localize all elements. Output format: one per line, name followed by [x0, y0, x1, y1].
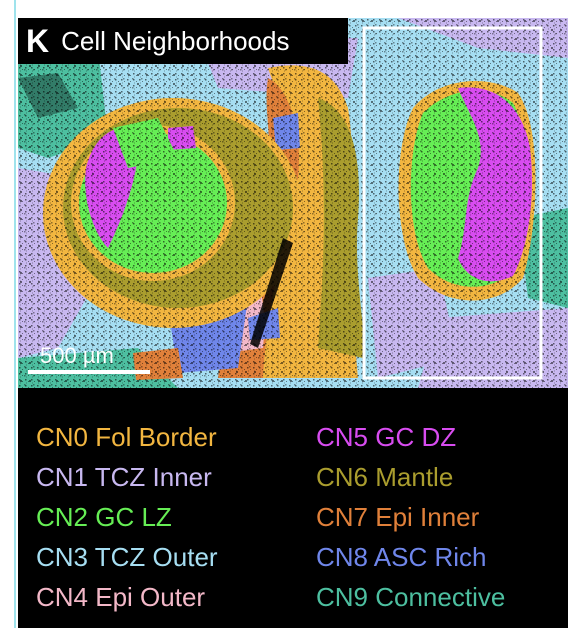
left-edge-line [14, 0, 16, 628]
scale-bar-line [28, 370, 150, 374]
tissue-map-image: 500 µm [18, 18, 568, 388]
panel-title: Cell Neighborhoods [61, 25, 290, 56]
panel-title-box: K Cell Neighborhoods [18, 18, 348, 64]
legend-item-cn7: CN7 Epi Inner [316, 502, 480, 532]
legend-item-cn5: CN5 GC DZ [316, 422, 457, 452]
panel-letter: K [26, 22, 50, 59]
legend-item-cn6: CN6 Mantle [316, 462, 454, 492]
legend-item-cn8: CN8 ASC Rich [316, 542, 487, 572]
legend: CN0 Fol Border CN1 TCZ Inner CN2 GC LZ C… [36, 416, 566, 616]
legend-item-cn4: CN4 Epi Outer [36, 582, 206, 612]
legend-item-cn0: CN0 Fol Border [36, 422, 217, 452]
highlight-box [362, 26, 543, 380]
legend-item-cn1: CN1 TCZ Inner [36, 462, 212, 492]
legend-item-cn9: CN9 Connective [316, 582, 506, 612]
figure-panel: 500 µm K Cell Neighborhoods CN0 Fol Bord… [18, 18, 568, 628]
legend-item-cn3: CN3 TCZ Outer [36, 542, 218, 572]
legend-item-cn2: CN2 GC LZ [36, 502, 172, 532]
scale-bar-label: 500 µm [40, 343, 114, 368]
